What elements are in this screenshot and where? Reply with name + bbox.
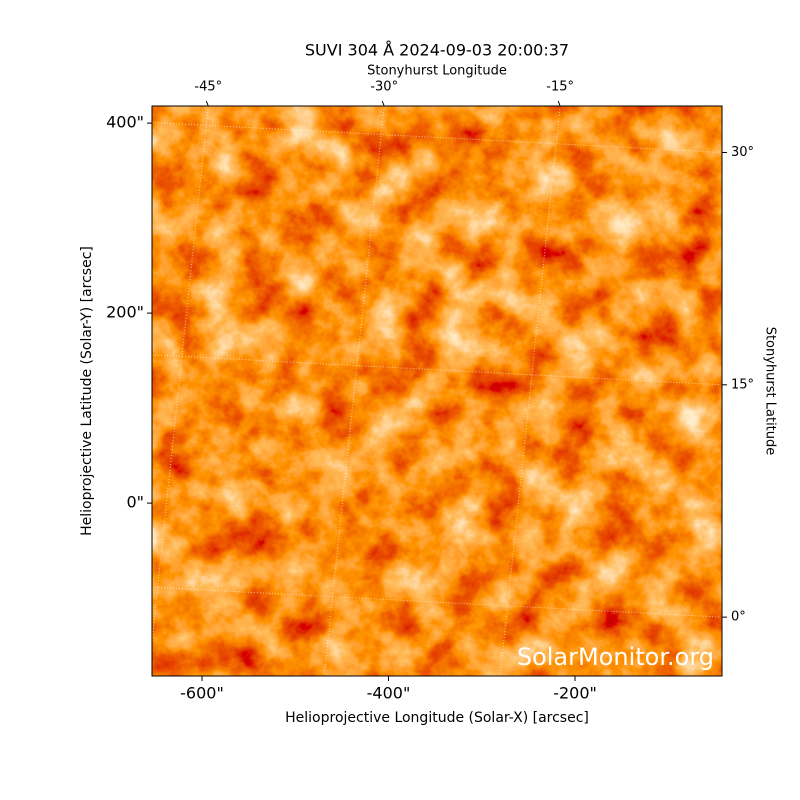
x-tick-label: -200" — [553, 684, 597, 703]
grid-line — [152, 106, 209, 646]
x2-tick — [205, 100, 209, 107]
y-tick-label: 400" — [106, 113, 144, 132]
x2-tick — [557, 100, 561, 107]
grid-line — [152, 354, 722, 386]
y-tick-label: 200" — [106, 303, 144, 322]
x2-tick-label: -45° — [194, 80, 222, 95]
x2-tick — [381, 100, 385, 107]
x2-tick-label: -30° — [370, 80, 398, 95]
grid-line — [152, 586, 722, 618]
watermark: SolarMonitor.org — [517, 643, 714, 671]
y-axis-label: Helioprojective Latitude (Solar-Y) [arcs… — [79, 246, 95, 536]
x2-axis-label: Stonyhurst Longitude — [367, 64, 507, 79]
plot-frame — [151, 105, 723, 677]
y-tick-label: 0" — [126, 493, 144, 512]
x-tick-label: -400" — [367, 684, 411, 703]
grid-group — [152, 106, 722, 676]
y2-tick-label: 30° — [731, 145, 754, 160]
x-axis-label: Helioprojective Longitude (Solar-X) [arc… — [285, 710, 589, 726]
y2-axis-label: Stonyhurst Latitude — [763, 327, 778, 456]
solar-image — [152, 106, 722, 676]
x2-tick-label: -15° — [546, 80, 574, 95]
y2-tick-label: 15° — [731, 377, 754, 392]
grid-line — [499, 106, 561, 676]
chart-title: SUVI 304 Å 2024-09-03 20:00:37 — [305, 41, 569, 60]
grid-line — [152, 121, 722, 153]
y2-tick-label: 0° — [731, 610, 746, 625]
grid-line — [323, 106, 385, 676]
x-tick-label: -600" — [180, 684, 224, 703]
